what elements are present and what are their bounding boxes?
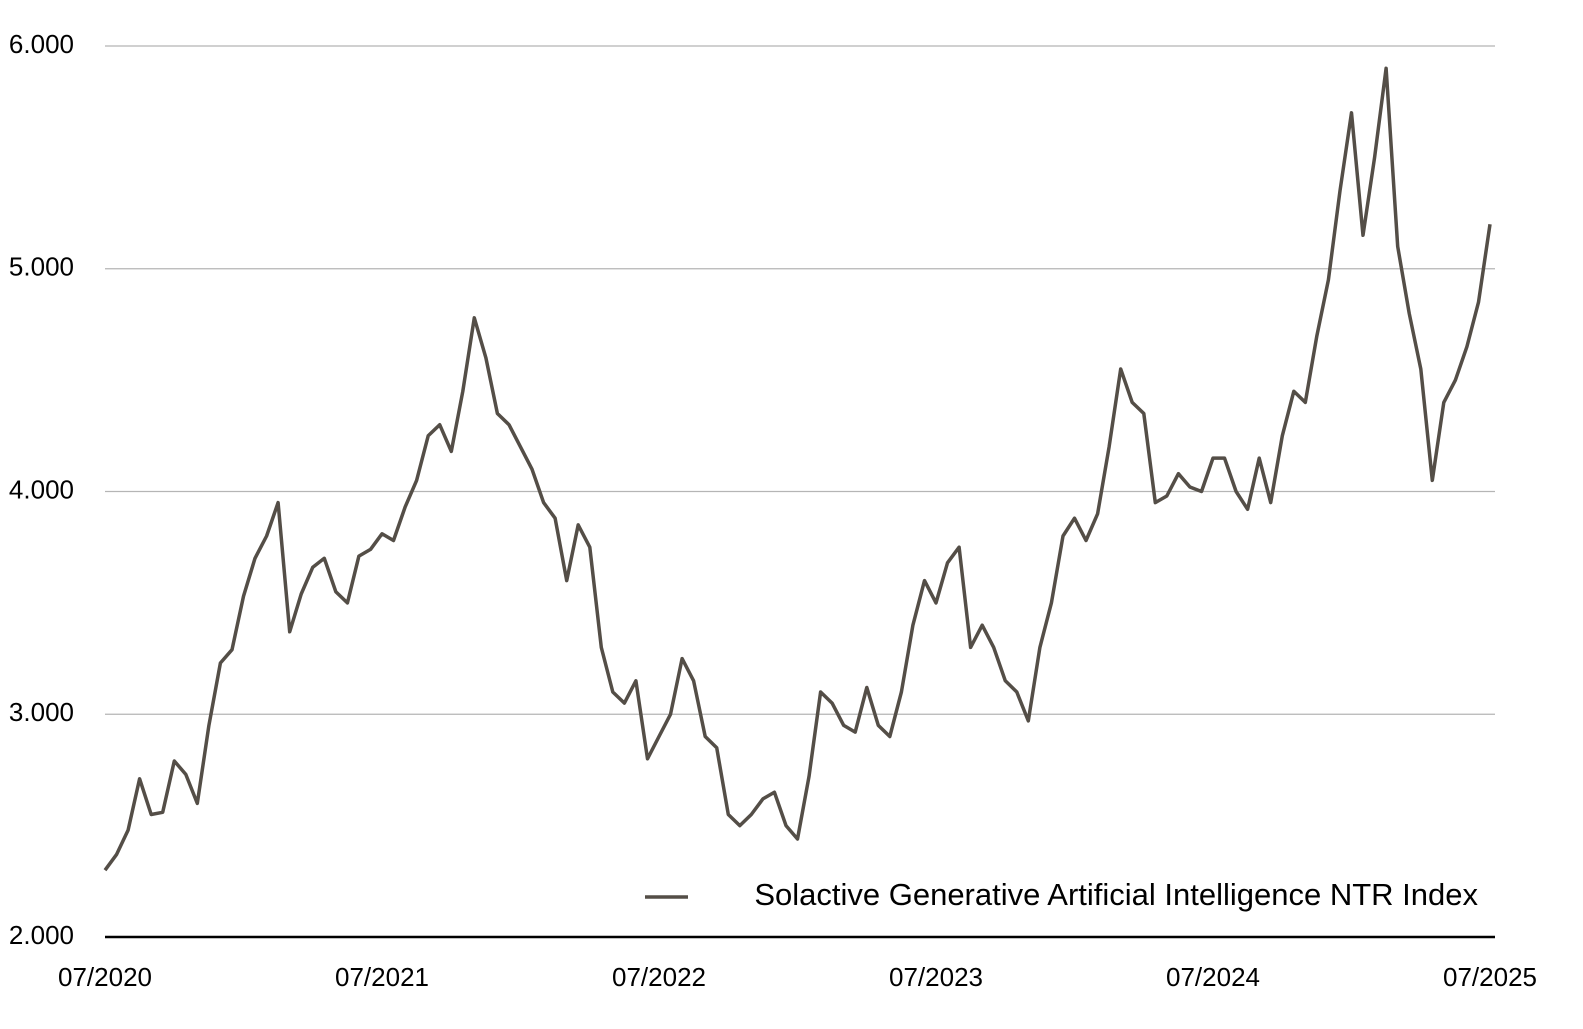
- y-tick-label: 3.000: [9, 697, 74, 727]
- line-series: [103, 66, 1492, 872]
- y-tick-label: 5.000: [9, 252, 74, 282]
- x-tick-label: 07/2024: [1166, 962, 1260, 992]
- x-tick-label: 07/2025: [1443, 962, 1537, 992]
- x-tick-label: 07/2023: [889, 962, 983, 992]
- legend-label: Solactive Generative Artificial Intellig…: [754, 877, 1478, 912]
- y-tick-label: 2.000: [9, 920, 74, 950]
- y-tick-label: 6.000: [9, 29, 74, 59]
- y-tick-label: 4.000: [9, 474, 74, 504]
- x-tick-label: 07/2022: [612, 962, 706, 992]
- x-tick-label: 07/2021: [335, 962, 429, 992]
- x-tick-label: 07/2020: [58, 962, 152, 992]
